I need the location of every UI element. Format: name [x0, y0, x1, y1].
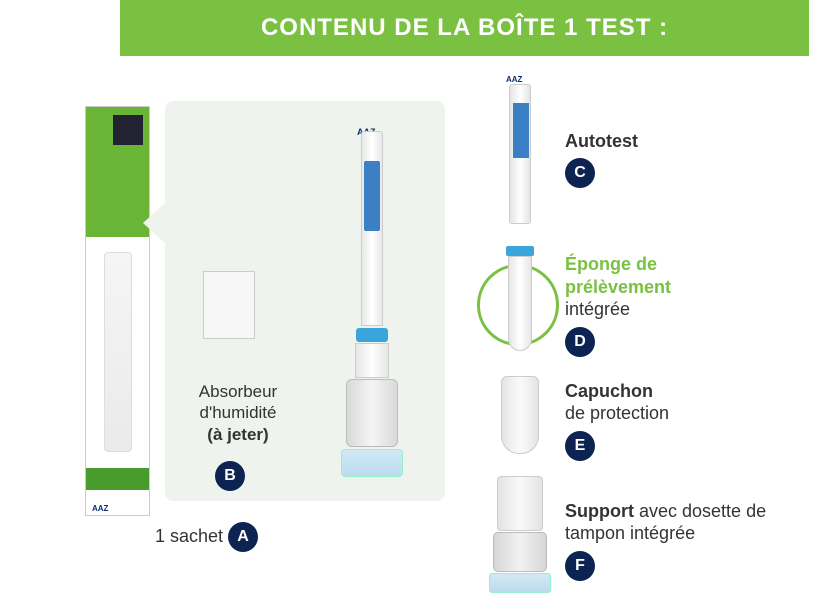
sachet-illustration: AAZ	[85, 106, 150, 516]
component-d-image	[475, 246, 565, 364]
badge-b-wrap: B	[215, 461, 245, 491]
component-e-text: Capuchon de protection E	[565, 380, 805, 461]
component-d-rest: intégrée	[565, 298, 805, 321]
support-mid	[493, 532, 547, 572]
badge-e: E	[565, 431, 595, 461]
badge-a: A	[228, 522, 258, 552]
absorber-line2: d'humidité	[183, 402, 293, 423]
badge-f: F	[565, 551, 595, 581]
component-f-image	[475, 476, 565, 604]
device-mid	[355, 343, 389, 378]
component-e-rest: de protection	[565, 402, 805, 425]
highlight-bubble: Absorbeur d'humidité (à jeter) B AAZ	[165, 101, 445, 501]
header-title: CONTENU DE LA BOÎTE 1 TEST :	[261, 14, 668, 41]
component-f-text: Support avec dosette de tampon intégrée …	[565, 500, 805, 581]
device-cap	[346, 379, 398, 447]
component-e-image	[475, 376, 565, 464]
component-d-green1: Éponge de	[565, 253, 805, 276]
absorber-line3: (à jeter)	[183, 424, 293, 445]
component-d-green2: prélèvement	[565, 276, 805, 299]
device-ring	[356, 328, 388, 342]
component-e: Capuchon de protection E	[475, 376, 805, 464]
content-area: AAZ 1 sachet A Absorbeur d'humidité (à j…	[0, 56, 829, 579]
absorber-label: Absorbeur d'humidité (à jeter)	[183, 381, 293, 445]
component-f: Support avec dosette de tampon intégrée …	[475, 476, 805, 604]
component-c-title: Autotest	[565, 131, 638, 151]
support-top	[497, 476, 543, 531]
brand-logo: AAZ	[92, 504, 108, 513]
badge-c: C	[565, 158, 595, 188]
autotest-window	[513, 103, 529, 158]
support-body	[489, 476, 551, 596]
humidity-absorber-illustration	[203, 271, 255, 339]
sponge-ring	[506, 246, 534, 256]
component-d-text: Éponge de prélèvement intégrée D	[565, 253, 805, 357]
sponge-tube	[508, 256, 532, 351]
component-e-bold: Capuchon	[565, 381, 653, 401]
protection-cap	[501, 376, 539, 454]
sachet-bottom-band	[86, 468, 149, 490]
component-c-text: Autotest C	[565, 130, 805, 189]
components-column: AAZ Autotest C Éponge de prélèvement i	[475, 84, 805, 616]
component-f-bold: Support	[565, 501, 634, 521]
device-window	[364, 161, 380, 231]
sachet-device-drawing	[104, 252, 132, 452]
badge-d: D	[565, 327, 595, 357]
badge-b: B	[215, 461, 245, 491]
assembled-device-illustration: AAZ	[323, 131, 418, 491]
qr-code-icon	[113, 115, 143, 145]
sponge-body	[506, 246, 534, 356]
component-c-image: AAZ	[475, 84, 565, 234]
component-c: AAZ Autotest C	[475, 84, 805, 234]
support-base	[489, 573, 551, 593]
sachet-label-text: 1 sachet	[155, 526, 223, 546]
device-base	[341, 449, 403, 477]
header-bar: CONTENU DE LA BOÎTE 1 TEST :	[120, 0, 809, 56]
sachet-label: 1 sachet A	[155, 522, 258, 552]
autotest-brand: AAZ	[506, 75, 522, 84]
absorber-line1: Absorbeur	[183, 381, 293, 402]
autotest-tube: AAZ	[509, 84, 531, 224]
component-d: Éponge de prélèvement intégrée D	[475, 246, 805, 364]
